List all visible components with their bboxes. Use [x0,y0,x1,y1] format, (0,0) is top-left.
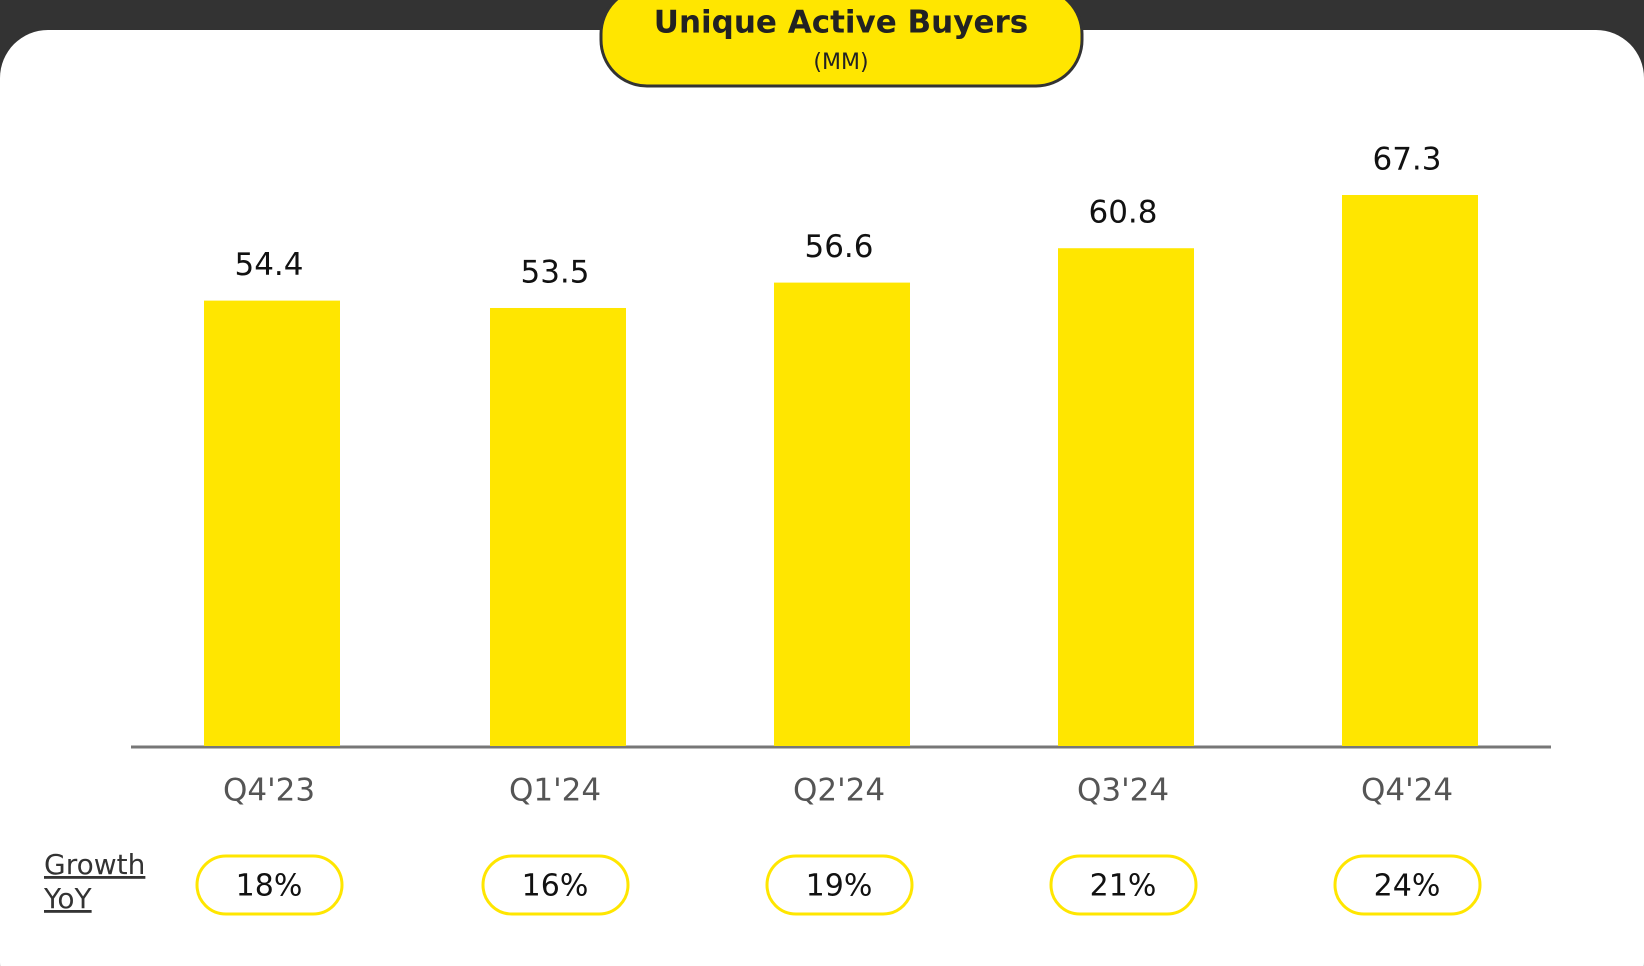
value-label: 67.3 [1372,142,1441,178]
x-tick-label: Q3'24 [1077,773,1169,809]
value-label: 60.8 [1088,195,1157,231]
chart-title: Unique Active Buyers [654,5,1028,41]
growth-pill [765,854,914,916]
growth-pill [1049,854,1198,916]
bar [490,307,626,746]
chart-subtitle: (MM) [813,50,868,75]
growth-pill [195,854,344,916]
value-label: 56.6 [804,229,873,265]
growth-pill [1333,854,1482,916]
bar [1342,195,1478,746]
bar [1058,248,1194,747]
x-tick-label: Q4'23 [223,773,315,809]
bar [774,282,910,746]
value-label: 53.5 [520,254,589,290]
growth-label: Growth YoY [43,848,145,915]
growth-value: 19% [806,869,873,904]
x-tick-label: Q1'24 [509,773,601,809]
growth-value: 24% [1374,869,1441,904]
bar [204,300,340,746]
value-label: 54.4 [234,247,303,283]
growth-value: 16% [522,869,589,904]
growth-value: 21% [1090,869,1157,904]
growth-pill [481,854,630,916]
x-tick-label: Q2'24 [793,773,885,809]
growth-value: 18% [236,869,303,904]
x-tick-label: Q4'24 [1361,773,1453,809]
title-pill [599,0,1084,88]
